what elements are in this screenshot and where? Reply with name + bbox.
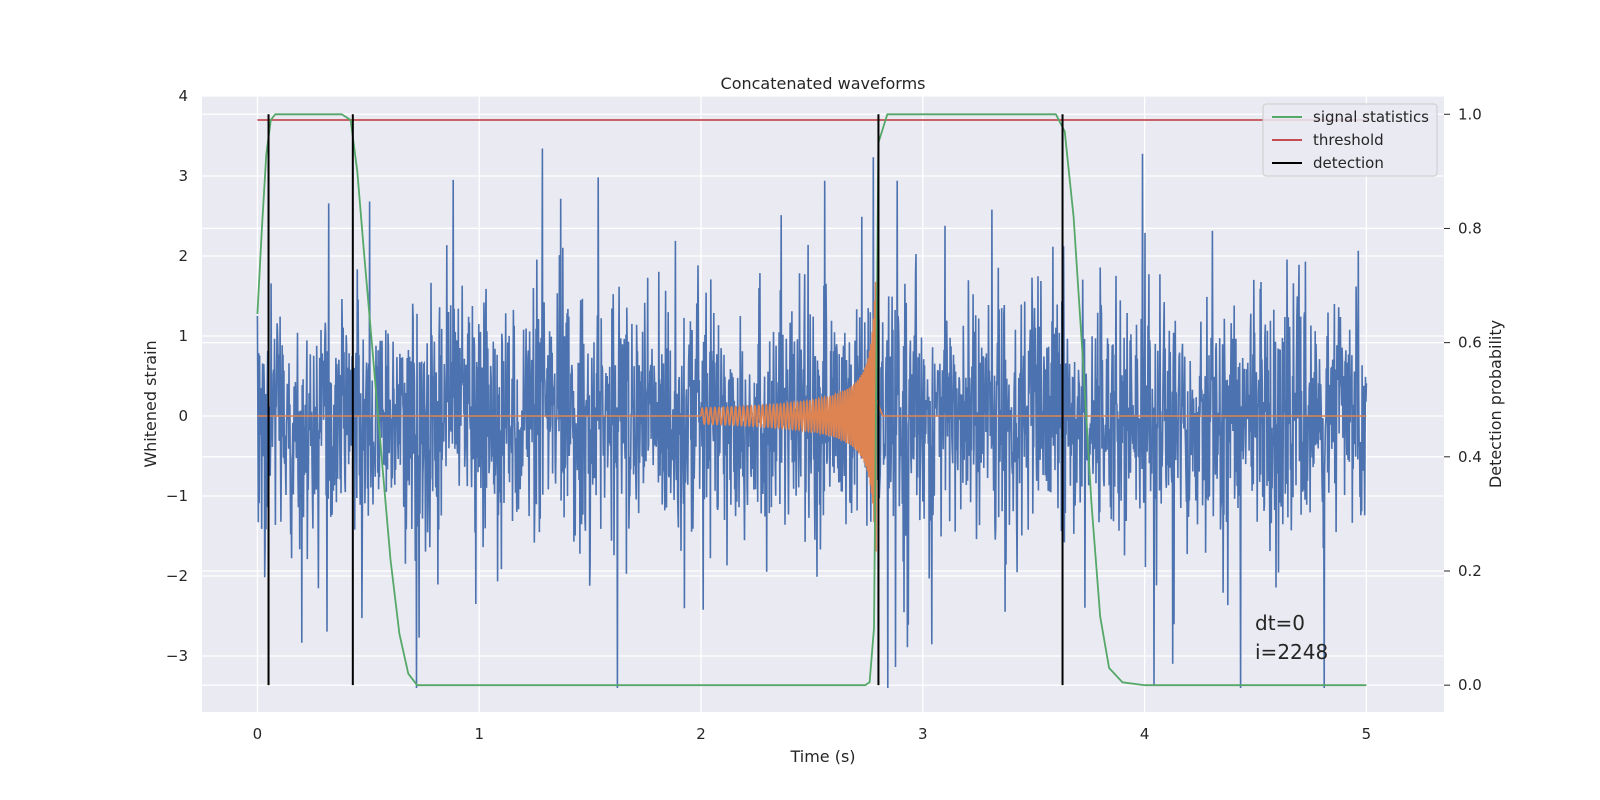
y2-tick-label: 0.8	[1458, 219, 1482, 237]
ticks-layer: 0 1 2 3 4 5 −3 −2 −1 0 1 2 3 4 0.0 0.2 0.4 0.6 0.8 1.0	[166, 87, 1482, 743]
y-axis-title: Whitened strain	[141, 340, 160, 467]
y-tick-label: 2	[178, 247, 188, 265]
x-tick-label: 0	[253, 725, 263, 743]
annotation-i: i=2248	[1255, 640, 1328, 664]
legend-label-detection: detection	[1313, 154, 1384, 172]
y2-tick-label: 0.2	[1458, 562, 1482, 580]
legend-label-threshold: threshold	[1313, 131, 1384, 149]
annotation-dt: dt=0	[1255, 611, 1305, 635]
series-chirp-line	[257, 281, 1367, 552]
y2-tick-label: 0.4	[1458, 448, 1482, 466]
x-tick-label: 2	[696, 725, 706, 743]
x-axis-title: Time (s)	[789, 747, 855, 766]
y2-tick-label: 0.6	[1458, 334, 1482, 352]
y-tick-label: 0	[178, 407, 188, 425]
series-signal-statistics-line	[256, 113, 1367, 687]
y-tick-label: −1	[166, 487, 188, 505]
series-layer	[256, 113, 1368, 689]
x-tick-label: 1	[474, 725, 484, 743]
y2-axis-title: Detection probability	[1486, 320, 1505, 488]
x-tick-label: 5	[1362, 725, 1372, 743]
chart-title: Concatenated waveforms	[721, 74, 926, 93]
legend-label-signal-statistics: signal statistics	[1313, 108, 1429, 126]
y-tick-label: −3	[166, 647, 188, 665]
legend: signal statistics threshold detection	[1262, 103, 1438, 177]
y-tick-label: 4	[178, 87, 188, 105]
legend-box	[1262, 103, 1438, 177]
x-tick-label: 3	[918, 725, 928, 743]
y-tick-label: −2	[166, 567, 188, 585]
y2-tick-label: 0.0	[1458, 676, 1482, 694]
x-tick-label: 4	[1140, 725, 1150, 743]
y-tick-label: 3	[178, 167, 188, 185]
y-tick-label: 1	[178, 327, 188, 345]
y2-tick-label: 1.0	[1458, 105, 1482, 123]
